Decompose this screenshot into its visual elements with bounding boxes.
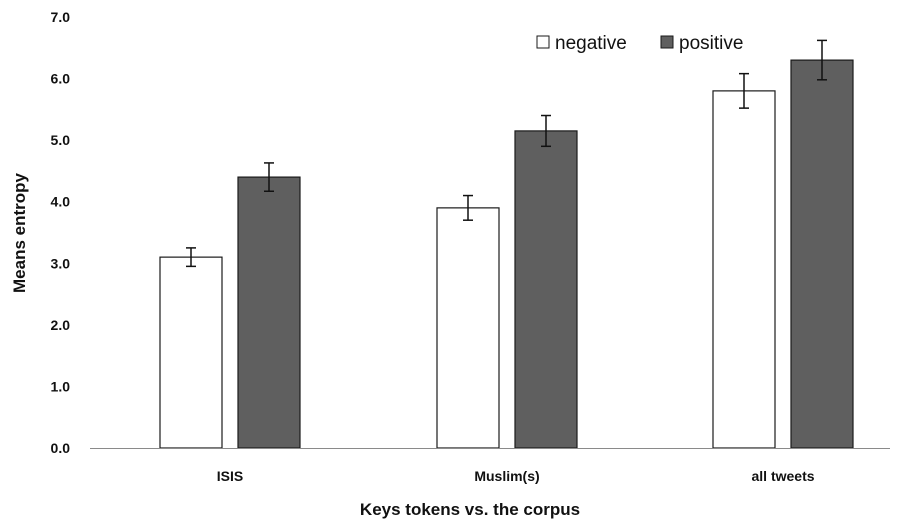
y-tick-label: 4.0: [51, 194, 71, 210]
x-tick-labels: ISIS Muslim(s) all tweets: [217, 468, 815, 484]
y-axis-title: Means entropy: [10, 172, 29, 293]
y-tick-label: 1.0: [51, 378, 71, 394]
bar-negative-1: [436, 207, 500, 449]
y-tick-labels: 0.0 1.0 2.0 3.0 4.0 5.0 6.0 7.0: [51, 9, 71, 456]
legend-item-positive: positive: [660, 33, 743, 54]
y-tick-label: 3.0: [51, 255, 71, 271]
error-bar-positive-2: [817, 39, 827, 81]
bar-positive-2: [790, 59, 854, 449]
legend-swatch: [536, 35, 550, 49]
legend-swatch: [660, 35, 674, 49]
legend-label: negative: [555, 33, 627, 54]
y-tick-label: 6.0: [51, 71, 71, 87]
error-bar-negative-1: [463, 194, 473, 221]
error-bar-negative-2: [739, 72, 749, 109]
y-tick-label: 5.0: [51, 132, 71, 148]
bar-negative-0: [159, 256, 223, 449]
y-tick-label: 2.0: [51, 317, 71, 333]
x-tick-label: ISIS: [217, 468, 243, 484]
legend-label: positive: [679, 33, 743, 54]
error-bar-negative-0: [186, 247, 196, 268]
x-tick-label: Muslim(s): [474, 468, 539, 484]
bars-layer: [159, 59, 854, 449]
bar-negative-2: [712, 90, 776, 449]
error-bar-positive-1: [541, 114, 551, 148]
error-bar-positive-0: [264, 162, 274, 192]
errorbars-layer: [186, 39, 827, 268]
x-axis-title: Keys tokens vs. the corpus: [360, 500, 580, 519]
bar-positive-0: [237, 176, 301, 449]
y-tick-label: 0.0: [51, 440, 71, 456]
bar-positive-1: [514, 130, 578, 449]
y-tick-label: 7.0: [51, 9, 71, 25]
legend: negative positive: [536, 33, 743, 54]
legend-item-negative: negative: [536, 33, 627, 54]
x-tick-label: all tweets: [751, 468, 814, 484]
